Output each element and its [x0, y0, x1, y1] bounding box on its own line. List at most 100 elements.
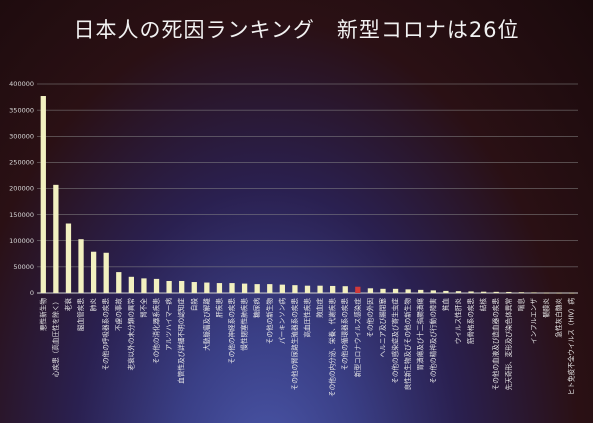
bar: [330, 285, 336, 293]
category-label: 脳血管疾患: [76, 298, 85, 331]
bar: [267, 284, 273, 293]
bars: [40, 96, 575, 294]
bar: [418, 289, 424, 293]
bar: [279, 284, 285, 293]
bar: [153, 278, 160, 293]
bar: [40, 96, 46, 293]
bar: [518, 292, 525, 293]
y-tick-label: 250000: [9, 159, 34, 167]
bar: [468, 291, 474, 293]
category-label: その他の血液及び造血器の疾患: [491, 298, 500, 391]
bar: [493, 291, 499, 293]
category-label: その他の内分泌、栄養、代謝疾患: [328, 298, 337, 397]
category-label: 大動脈瘤及び解離: [202, 298, 211, 351]
y-tick-label: 200000: [9, 185, 34, 193]
category-label: 自殺: [189, 298, 198, 312]
bar: [317, 285, 323, 293]
bar: [216, 283, 223, 293]
bar: [304, 285, 311, 293]
bar: [128, 276, 135, 293]
category-label: 不慮の事故: [114, 298, 123, 331]
category-label: 肺炎: [90, 298, 98, 312]
bar: [506, 291, 512, 293]
y-tick-label: 350000: [9, 106, 34, 114]
bar: [480, 291, 487, 293]
category-label: パーキンソン病: [277, 298, 286, 344]
bar: [543, 292, 550, 294]
category-label: 肝疾患: [214, 298, 223, 318]
category-label: その他の精神及び行動の障害: [428, 298, 437, 384]
category-label: その他の消化器系疾患: [152, 298, 161, 364]
category-label: その他の循環器系の疾患: [340, 298, 349, 371]
bar: [78, 239, 84, 293]
bar: [392, 288, 399, 293]
bar: [380, 288, 386, 293]
bar: [191, 282, 197, 293]
bar: [531, 292, 537, 294]
bar: [455, 291, 462, 293]
category-label: 先天奇形、変形及び染色体異常: [504, 298, 513, 391]
bar: [65, 223, 72, 293]
category-label: ウイルス性肝炎: [453, 298, 462, 345]
category-label: 貧血: [441, 298, 450, 312]
bar: [430, 290, 436, 293]
bar-highlight: [355, 286, 361, 293]
category-label: その他の呼吸器系の疾患: [101, 298, 110, 371]
bar: [569, 292, 575, 294]
category-label: 良性新生物及びその他の新生物: [403, 298, 412, 391]
y-tick-label: 0: [30, 289, 34, 297]
category-label: ヘルニア及び腸閉塞: [378, 298, 387, 358]
category-label: 新型コロナウイルス感染症: [353, 298, 362, 378]
bar: [342, 286, 348, 293]
bar: [241, 283, 248, 293]
gridlines: [37, 83, 578, 294]
category-label: 結核: [479, 298, 488, 312]
category-label: 高血圧性疾患: [303, 298, 312, 338]
bar: [443, 290, 449, 293]
category-label: 敗血症: [315, 298, 324, 318]
bar: [229, 283, 235, 293]
bar: [179, 280, 185, 293]
category-label: 腎不全: [139, 298, 148, 318]
category-label: インフルエンザ: [530, 298, 538, 344]
category-label: 老衰: [63, 298, 72, 312]
y-tick-label: 300000: [9, 132, 34, 140]
bar: [116, 272, 122, 293]
category-label: 血管性及び詳細不明の認知症: [177, 298, 186, 384]
y-tick-label: 50000: [13, 263, 34, 271]
bar: [166, 280, 172, 293]
bar: [367, 288, 374, 293]
category-label: 糖尿病: [252, 298, 261, 318]
bar: [405, 289, 411, 293]
category-label: 心疾患（高血圧性を除く）: [51, 298, 60, 377]
y-tick-label: 100000: [9, 237, 34, 245]
category-label: その他の腎尿路生殖器系の疾患: [290, 298, 299, 391]
bar: [204, 282, 210, 293]
y-axis-ticks: 0 50000 100000 150000 200000 250000 300000 3500…: [9, 80, 34, 297]
category-label: ヒト免疫不全ウイルス（HIV）病: [567, 298, 576, 396]
category-label: その他の神経系の疾患: [227, 298, 236, 364]
chart-title: 日本人の死因ランキング 新型コロナは26位: [73, 18, 520, 42]
category-labels: 悪性新生物 心疾患（高血圧性を除く） 老衰 脳血管疾患 肺炎 その他の呼吸器系の疾患 不慮の…: [38, 298, 575, 397]
category-label: アルツハイマー病: [164, 298, 173, 351]
bar: [103, 252, 109, 293]
bar: [141, 278, 147, 293]
category-label: 悪性新生物: [38, 298, 47, 331]
category-label: 老衰以外の未分類の異常: [126, 298, 135, 371]
bar: [53, 184, 59, 293]
category-label: その他の新生物: [265, 298, 274, 345]
bar: [292, 285, 298, 293]
y-tick-label: 400000: [9, 80, 34, 88]
category-label: 胃潰瘍及び十二指腸潰瘍: [416, 298, 425, 371]
category-label: 慢性閉塞性肺疾患: [240, 298, 249, 351]
y-tick-label: 150000: [9, 211, 34, 219]
category-label: 急性灰白髄炎: [554, 298, 563, 338]
category-label: 喘息: [516, 298, 525, 312]
bar: [556, 292, 562, 294]
category-label: その他の外因: [365, 298, 374, 338]
bar: [254, 284, 260, 293]
category-label: その他の感染症及び寄生虫症: [391, 298, 400, 384]
bar: [90, 251, 97, 293]
